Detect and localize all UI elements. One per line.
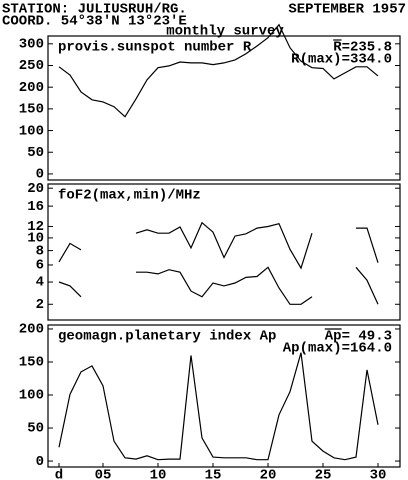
y-tick-label: 12 [27,219,44,235]
y-tick-label: 50 [27,145,44,161]
y-tick-label: 4 [36,275,44,291]
y-tick-label: 8 [36,243,44,259]
annotation: R=235.8 [333,40,392,56]
x-tick-label: 25 [315,468,332,480]
x-tick-label: d [55,468,63,480]
panel-frame [47,183,401,321]
y-tick-label: 50 [27,421,44,437]
y-tick-label: 0 [36,167,44,183]
y-tick-label: 200 [19,322,44,338]
panel-title: foF2(max,min)/MHz [58,188,201,204]
y-tick-label: 2 [36,297,44,313]
x-tick-label: 10 [150,468,167,480]
subtitle: monthly survey [166,24,284,40]
panel-frame [47,35,401,181]
x-tick-label: 05 [95,468,112,480]
y-tick-label: 20 [27,181,44,197]
y-tick-label: 6 [36,258,44,274]
y-tick-label: 150 [19,355,44,371]
x-tick-label: 15 [205,468,222,480]
annotation: Ap(max)=164.0 [283,341,392,357]
y-tick-label: 100 [19,123,44,139]
panel-title: provis.sunspot number R [58,40,252,56]
x-tick-label: 20 [260,468,277,480]
y-tick-label: 250 [19,58,44,74]
date: SEPTEMBER 1957 [288,2,406,18]
panel-title: geomagn.planetary index Ap [58,329,276,345]
y-tick-label: 200 [19,80,44,96]
data-line [58,221,379,270]
data-line [58,352,379,461]
y-tick-label: 150 [19,102,44,118]
annotation: R(max)=334.0 [291,52,392,68]
y-tick-label: 300 [19,37,44,53]
y-tick-label: 100 [19,388,44,404]
x-tick-label: 30 [370,468,387,480]
coord: COORD. 54°38'N 13°23'E [2,14,187,30]
y-tick-label: 10 [27,231,44,247]
y-tick-label: 0 [36,454,44,470]
data-line [58,266,379,305]
data-line [58,23,379,118]
y-tick-label: 16 [27,199,44,215]
panel-frame [47,324,401,468]
station: STATION: JULIUSRUH/RG. [2,2,187,18]
annotation: Ap= 49.3 [325,329,392,345]
